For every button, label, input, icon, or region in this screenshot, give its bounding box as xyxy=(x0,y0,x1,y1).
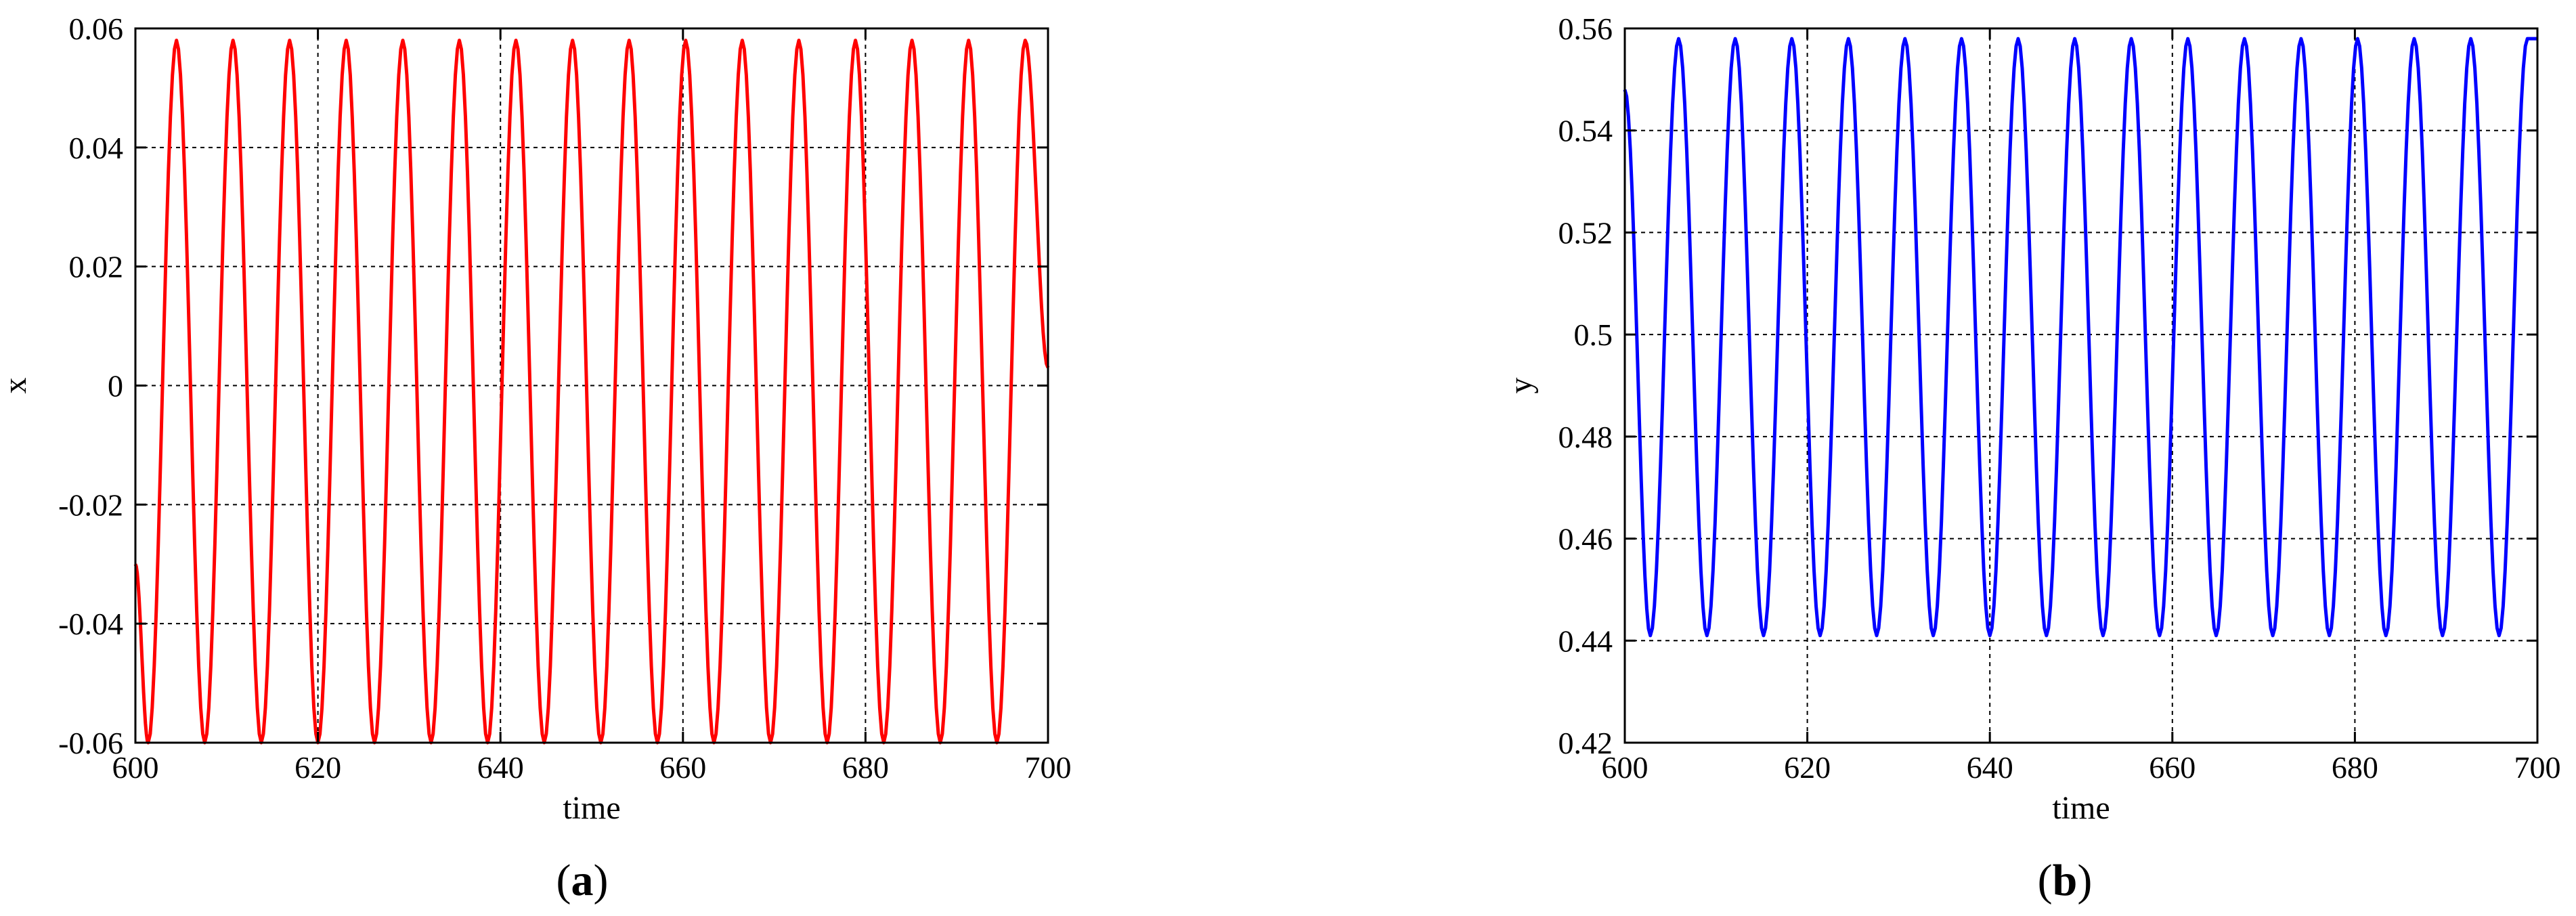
data-point xyxy=(2214,634,2219,638)
data-point xyxy=(2355,37,2359,41)
data-point xyxy=(1959,37,1963,41)
data-point xyxy=(2016,37,2020,41)
panel-a-chart: 600 620 640 660 680 700 -0.06 -0.04 -0.02 0 0.02 0.… xyxy=(0,12,1072,826)
y-tick-label: 0.06 xyxy=(69,12,124,46)
series-line xyxy=(133,39,1050,745)
x-axis-label: time xyxy=(2052,790,2110,826)
y-axis-label: x xyxy=(0,378,33,394)
data-point xyxy=(854,39,858,43)
data-point xyxy=(967,39,971,43)
data-point xyxy=(1846,37,1850,41)
data-point xyxy=(1790,37,1794,41)
data-point xyxy=(2101,634,2105,638)
data-point xyxy=(1677,37,1681,41)
y-tick-label: -0.04 xyxy=(58,607,123,641)
y-tick-label: 0.04 xyxy=(69,131,124,165)
x-tick-label: 700 xyxy=(1025,750,1072,785)
data-point xyxy=(2073,37,2077,41)
data-point xyxy=(2328,634,2332,638)
x-tick-label: 680 xyxy=(2332,750,2378,785)
y-axis-label: y xyxy=(1503,378,1539,394)
data-point xyxy=(797,39,801,43)
y-tick-label: 0.48 xyxy=(1558,420,1613,454)
data-point xyxy=(2384,634,2388,638)
data-point xyxy=(1705,634,1709,638)
x-tick-label: 660 xyxy=(659,750,706,785)
data-point xyxy=(1903,37,1907,41)
data-point xyxy=(1931,634,1936,638)
data-point xyxy=(684,39,688,43)
y-tick-label: 0.46 xyxy=(1558,522,1613,557)
data-point xyxy=(1023,39,1027,43)
x-tick-label: 640 xyxy=(477,750,524,785)
panel-b-chart: 600 620 640 660 680 700 0.42 0.44 0.46 0.48 0.5 0.5… xyxy=(1503,12,2561,826)
data-point xyxy=(2045,634,2049,638)
data-point xyxy=(2497,634,2501,638)
x-axis-label: time xyxy=(563,790,620,826)
data-point xyxy=(458,39,462,43)
data-point xyxy=(401,39,405,43)
y-tick-label: 0.56 xyxy=(1558,12,1613,46)
x-tick-label: 680 xyxy=(842,750,889,785)
y-tick-label: 0.54 xyxy=(1558,114,1613,148)
y-tick-label: 0.52 xyxy=(1558,215,1613,250)
data-point xyxy=(1733,37,1737,41)
x-tick-label: 620 xyxy=(294,750,341,785)
data-point xyxy=(2158,634,2162,638)
y-tick-label: 0.44 xyxy=(1558,624,1613,658)
data-point xyxy=(2412,37,2416,41)
y-tick-label: 0 xyxy=(108,369,123,404)
x-tick-label: 600 xyxy=(112,750,159,785)
data-point xyxy=(231,39,235,43)
data-point xyxy=(2271,634,2275,638)
panel-a-caption: (a) xyxy=(556,856,609,905)
x-tick-label: 640 xyxy=(1967,750,2013,785)
y-tick-label: -0.02 xyxy=(58,487,123,522)
y-tick-label: -0.06 xyxy=(58,726,123,760)
data-point xyxy=(2186,37,2190,41)
series-line xyxy=(1623,37,2539,638)
data-point xyxy=(175,39,179,43)
data-point xyxy=(344,39,348,43)
y-tick-label: 0.02 xyxy=(69,250,124,284)
y-tick-label: 0.42 xyxy=(1558,726,1613,760)
data-point xyxy=(2242,37,2246,41)
data-point xyxy=(1649,634,1653,638)
x-tick-label: 620 xyxy=(1784,750,1831,785)
data-point xyxy=(2129,37,2133,41)
data-point xyxy=(2525,37,2529,41)
data-point xyxy=(1762,634,1766,638)
data-point xyxy=(2469,37,2473,41)
plot-frame xyxy=(1623,27,2539,744)
x-tick-label: 600 xyxy=(1602,750,1649,785)
data-point xyxy=(2441,634,2445,638)
data-point xyxy=(1818,634,1822,638)
data-point xyxy=(740,39,744,43)
panel-b-caption: (b) xyxy=(2038,856,2093,905)
data-point xyxy=(1988,634,1992,638)
x-tick-label: 660 xyxy=(2149,750,2196,785)
y-tick-label: 0.5 xyxy=(1574,318,1613,352)
x-tick-label: 700 xyxy=(2514,750,2561,785)
data-point xyxy=(910,39,914,43)
data-point xyxy=(571,39,575,43)
data-point xyxy=(514,39,518,43)
data-point xyxy=(1875,634,1879,638)
data-point xyxy=(627,39,631,43)
data-point xyxy=(288,39,292,43)
data-point xyxy=(2299,37,2303,41)
